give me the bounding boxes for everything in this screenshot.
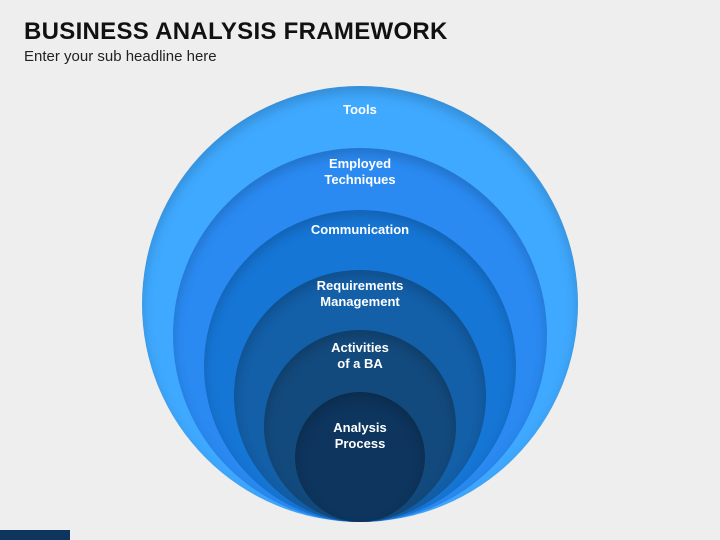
layer-label-3: RequirementsManagement [260, 278, 460, 311]
layer-label-4: Activitiesof a BA [260, 340, 460, 373]
layer-label-5: AnalysisProcess [260, 420, 460, 453]
layer-label-0: Tools [260, 102, 460, 118]
footer-accent-bar [0, 530, 70, 540]
layer-label-1: EmployedTechniques [260, 156, 460, 189]
nested-circle-diagram: Tools EmployedTechniques Communication Requ… [0, 0, 720, 540]
layer-circle-5 [295, 392, 425, 522]
layer-label-2: Communication [260, 222, 460, 238]
